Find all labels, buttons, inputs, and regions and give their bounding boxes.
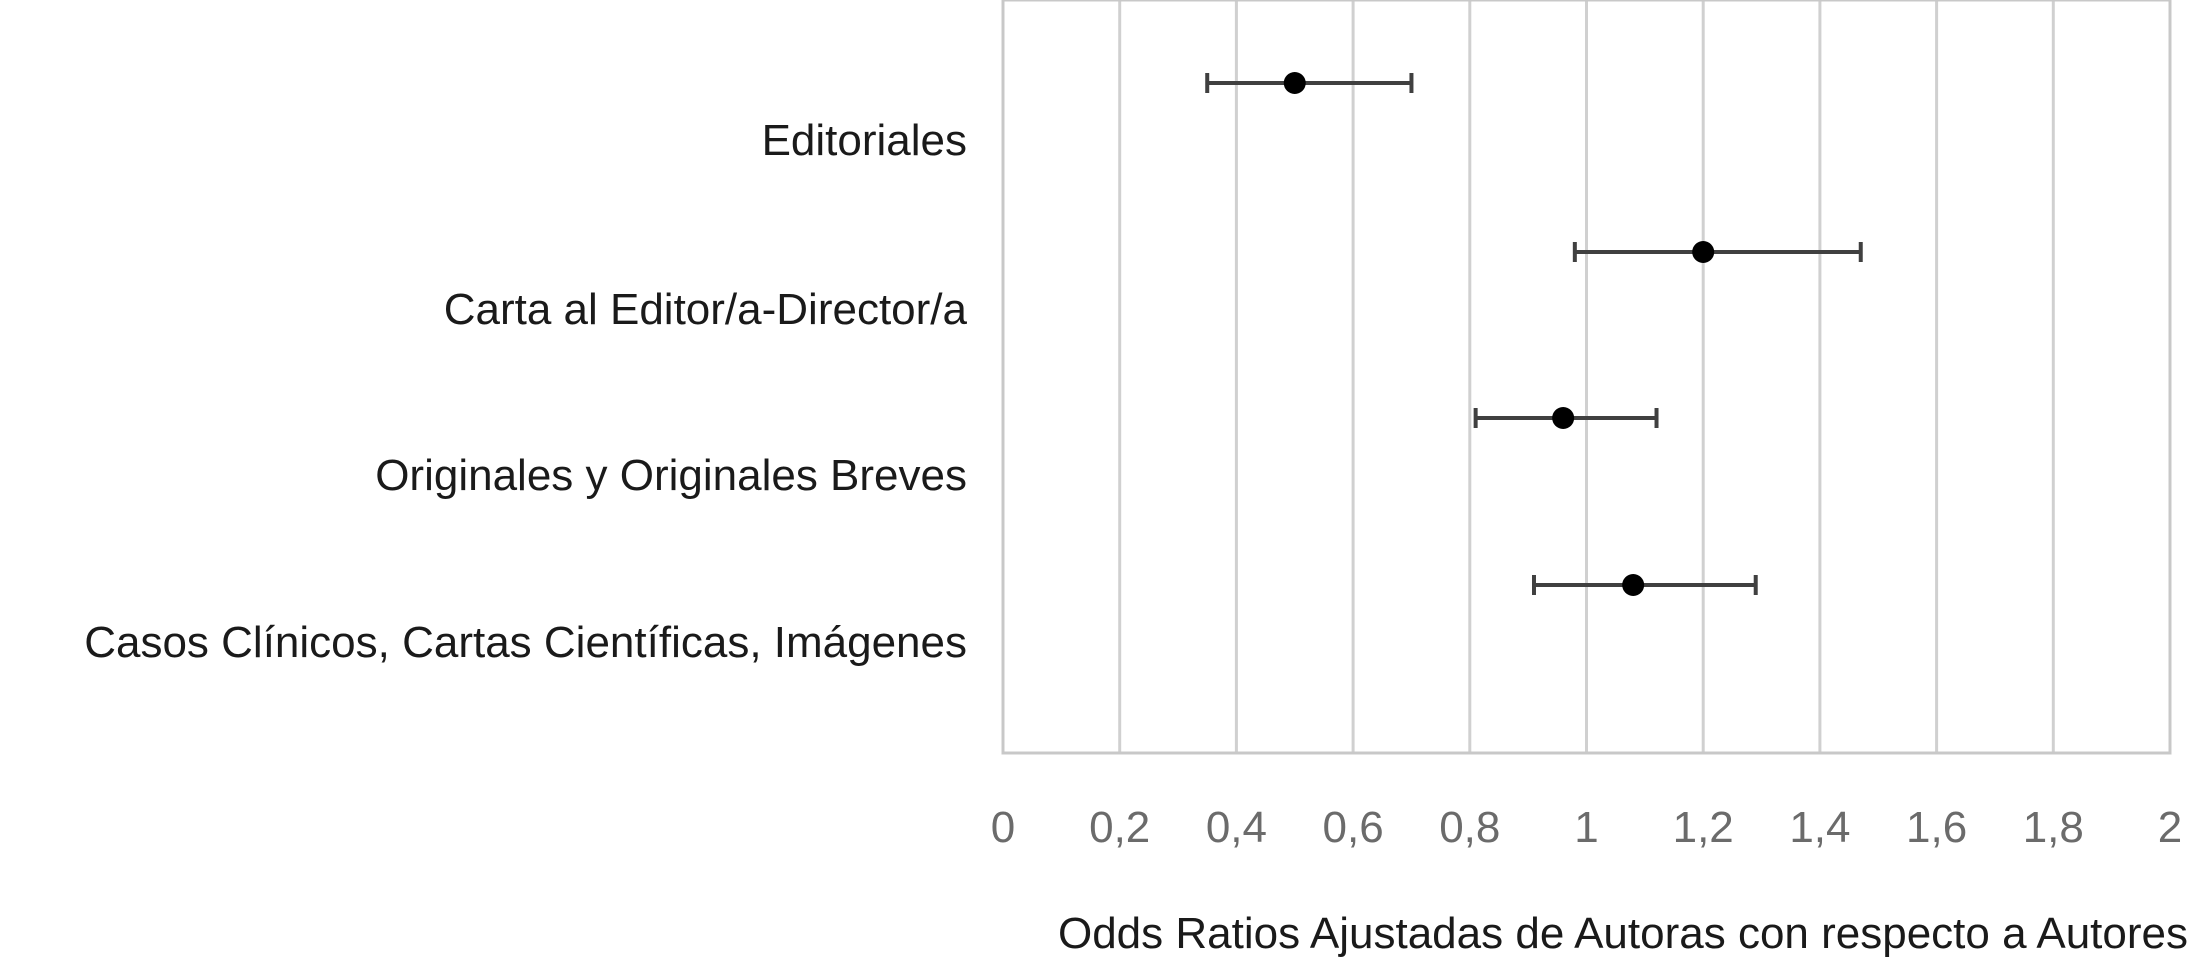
point-estimates [1283,72,1715,596]
confidence-interval [1531,575,1758,595]
category-labels: Editoriales Carta al Editor/a-Director/a O… [84,116,967,667]
confidence-interval [1205,73,1414,93]
category-label: Carta al Editor/a-Director/a [444,285,968,334]
x-tick-label: 0,2 [1089,803,1150,852]
x-tick-label: 1,4 [1789,803,1850,852]
point-estimate [1283,72,1306,94]
x-tick-label: 2 [2158,803,2182,852]
x-tick-label: 1,8 [2023,803,2084,852]
confidence-intervals [1205,73,1863,595]
x-tick-labels: 0 0,2 0,4 0,6 0,8 1 1,2 1,4 1,6 1,8 2 [991,803,2182,852]
category-label: Editoriales [762,116,967,165]
x-tick-label: 0,8 [1439,803,1500,852]
grid-lines [1001,0,2172,753]
confidence-interval [1572,242,1863,262]
plot-frame [1001,0,2172,755]
x-tick-label: 0 [991,803,1015,852]
point-estimate [1552,407,1575,429]
x-tick-label: 1 [1574,803,1598,852]
category-label: Casos Clínicos, Cartas Científicas, Imág… [84,618,967,667]
x-tick-label: 1,2 [1673,803,1734,852]
point-estimate [1692,241,1715,263]
x-tick-label: 0,4 [1206,803,1267,852]
x-tick-label: 0,6 [1323,803,1384,852]
category-label: Originales y Originales Breves [375,451,967,500]
point-estimate [1622,574,1645,596]
x-axis-title: Odds Ratios Ajustadas de Autoras con res… [1058,909,2188,958]
x-tick-label: 1,6 [1906,803,1967,852]
